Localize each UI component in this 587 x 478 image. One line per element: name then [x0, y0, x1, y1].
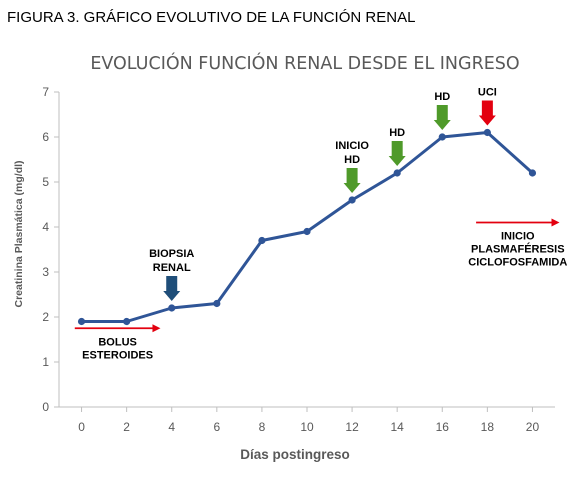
- y-tick-label: 7: [42, 85, 49, 99]
- x-tick-label: 20: [526, 420, 540, 434]
- data-point: [438, 133, 446, 141]
- x-tick-label: 18: [481, 420, 495, 434]
- x-tick-label: 14: [391, 420, 405, 434]
- y-tick-label: 4: [42, 220, 49, 234]
- data-point: [213, 299, 221, 308]
- data-point: [528, 169, 537, 177]
- annotation-label: CICLOFOSFAMIDA: [468, 257, 567, 269]
- annotation-label: HD: [389, 127, 405, 139]
- series-layer: [77, 128, 537, 326]
- annotation-label: PLASMAFÉRESIS: [471, 243, 565, 256]
- annotation-label: HD: [434, 91, 450, 103]
- annotation-label: BOLUS: [98, 336, 137, 348]
- annotation-arrow: [163, 276, 181, 301]
- data-point: [168, 304, 176, 312]
- y-tick-label: 1: [42, 355, 49, 369]
- chart-title: EVOLUCIÓN FUNCIÓN RENAL DESDE EL INGRESO: [90, 52, 519, 74]
- annotation-label: HD: [344, 154, 360, 166]
- y-tick-label: 2: [42, 310, 49, 324]
- annotation-arrowhead: [551, 218, 560, 227]
- data-point: [483, 128, 491, 137]
- x-tick-label: 10: [300, 420, 314, 434]
- annotation-arrow: [433, 105, 451, 130]
- x-tick-label: 12: [345, 420, 359, 434]
- annotation-label: INICIO: [335, 140, 369, 152]
- annotation-label: UCI: [478, 87, 497, 99]
- y-tick-label: 0: [42, 400, 49, 414]
- y-tick-label: 6: [42, 130, 49, 144]
- annotation-arrow: [343, 168, 361, 193]
- x-tick-label: 2: [123, 420, 130, 434]
- x-tick-label: 8: [259, 420, 266, 434]
- x-tick-label: 16: [436, 420, 450, 434]
- annotation-label: ESTEROIDES: [82, 349, 153, 361]
- y-axis-title: Creatinina Plasmática (mg/dl): [13, 160, 25, 307]
- x-axis-title: Días postingreso: [240, 447, 350, 462]
- series-line: [81, 131, 534, 323]
- annotation-label: RENAL: [153, 262, 191, 274]
- annotation-arrow: [388, 141, 406, 166]
- figure-caption: FIGURA 3. GRÁFICO EVOLUTIVO DE LA FUNCIÓ…: [7, 9, 416, 26]
- y-tick-label: 3: [42, 265, 49, 279]
- annotation-label: INICIO: [501, 231, 535, 243]
- data-point: [258, 236, 266, 245]
- annotation-arrowhead: [152, 324, 161, 333]
- annotation-label: BIOPSIA: [149, 248, 194, 260]
- x-tick-label: 0: [78, 420, 85, 434]
- y-tick-label: 5: [42, 175, 49, 189]
- data-point: [77, 317, 86, 326]
- x-tick-label: 4: [168, 420, 175, 434]
- annotation-arrow: [478, 100, 496, 126]
- data-point: [123, 317, 131, 326]
- data-point: [303, 227, 311, 236]
- x-tick-label: 6: [213, 420, 220, 434]
- data-point: [393, 169, 401, 177]
- data-point: [348, 196, 356, 204]
